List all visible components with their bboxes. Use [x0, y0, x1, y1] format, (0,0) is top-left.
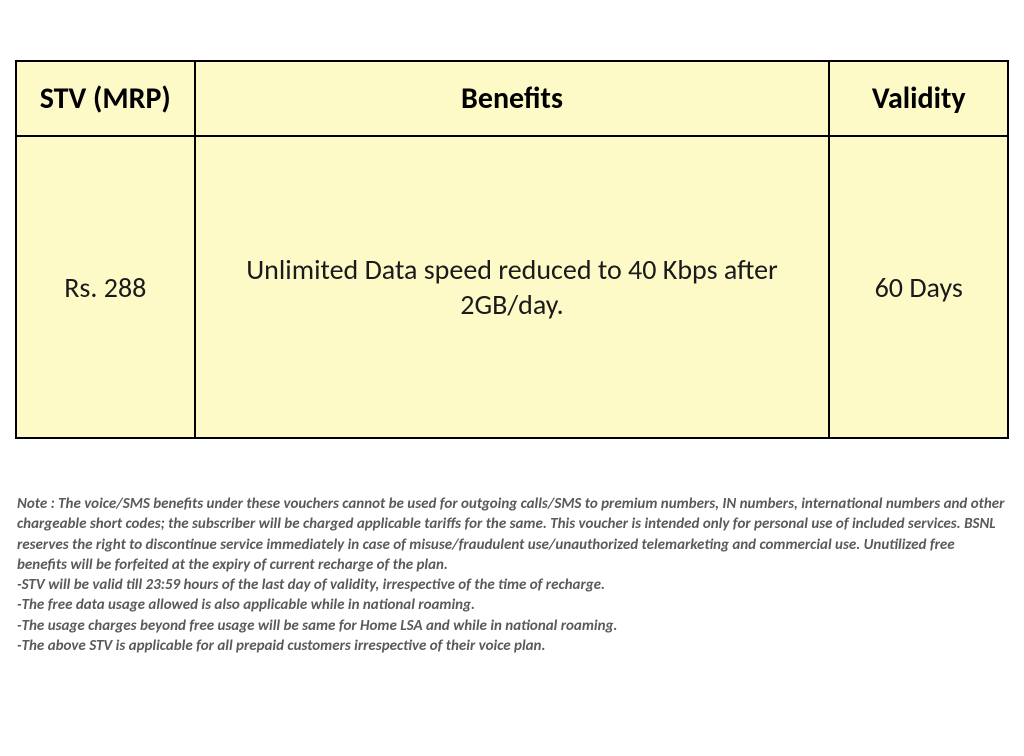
cell-stv: Rs. 288: [16, 136, 195, 438]
note-line: Note : The voice/SMS benefits under thes…: [17, 494, 1007, 575]
note-line: -The free data usage allowed is also app…: [17, 595, 1007, 615]
cell-benefits: Unlimited Data speed reduced to 40 Kbps …: [195, 136, 830, 438]
notes-section: Note : The voice/SMS benefits under thes…: [15, 494, 1009, 656]
table-row: Rs. 288 Unlimited Data speed reduced to …: [16, 136, 1008, 438]
note-line: -STV will be valid till 23:59 hours of t…: [17, 575, 1007, 595]
plan-table: STV (MRP) Benefits Validity Rs. 288 Unli…: [15, 60, 1009, 439]
table-header-row: STV (MRP) Benefits Validity: [16, 61, 1008, 136]
cell-validity: 60 Days: [829, 136, 1008, 438]
note-line: -The above STV is applicable for all pre…: [17, 636, 1007, 656]
col-header-stv: STV (MRP): [16, 61, 195, 136]
col-header-benefits: Benefits: [195, 61, 830, 136]
note-line: -The usage charges beyond free usage wil…: [17, 616, 1007, 636]
col-header-validity: Validity: [829, 61, 1008, 136]
